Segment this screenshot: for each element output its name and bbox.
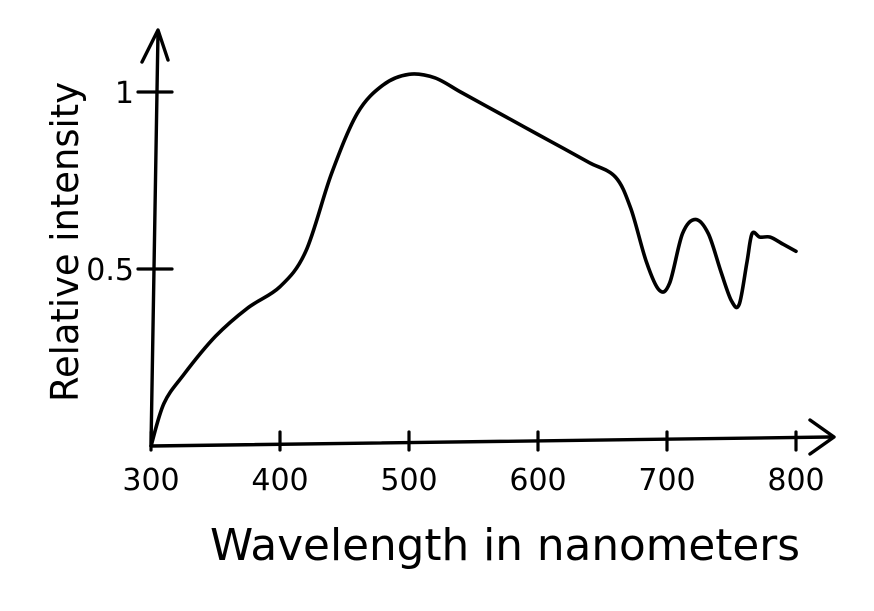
y-axis-arrowhead bbox=[140, 28, 170, 64]
ticks: 300 400 500 600 700 800 0.5 1 bbox=[86, 76, 824, 498]
x-axis-line bbox=[149, 435, 832, 448]
y-axis-line bbox=[149, 30, 160, 448]
x-axis-title: Wavelength in nanometers bbox=[210, 520, 800, 571]
axes bbox=[140, 28, 836, 456]
x-axis-arrowhead bbox=[808, 418, 836, 456]
x-tick-label: 700 bbox=[638, 463, 695, 498]
y-tick-label: 1 bbox=[115, 76, 134, 111]
x-tick-label: 500 bbox=[380, 463, 437, 498]
y-tick-label: 0.5 bbox=[86, 253, 134, 288]
x-tick-label: 800 bbox=[767, 463, 824, 498]
x-tick-label: 300 bbox=[122, 463, 179, 498]
x-tick-label: 600 bbox=[509, 463, 566, 498]
y-axis-title: Relative intensity bbox=[43, 82, 87, 402]
spectrum-line bbox=[149, 72, 798, 448]
series bbox=[149, 72, 798, 448]
x-tick-label: 400 bbox=[251, 463, 308, 498]
